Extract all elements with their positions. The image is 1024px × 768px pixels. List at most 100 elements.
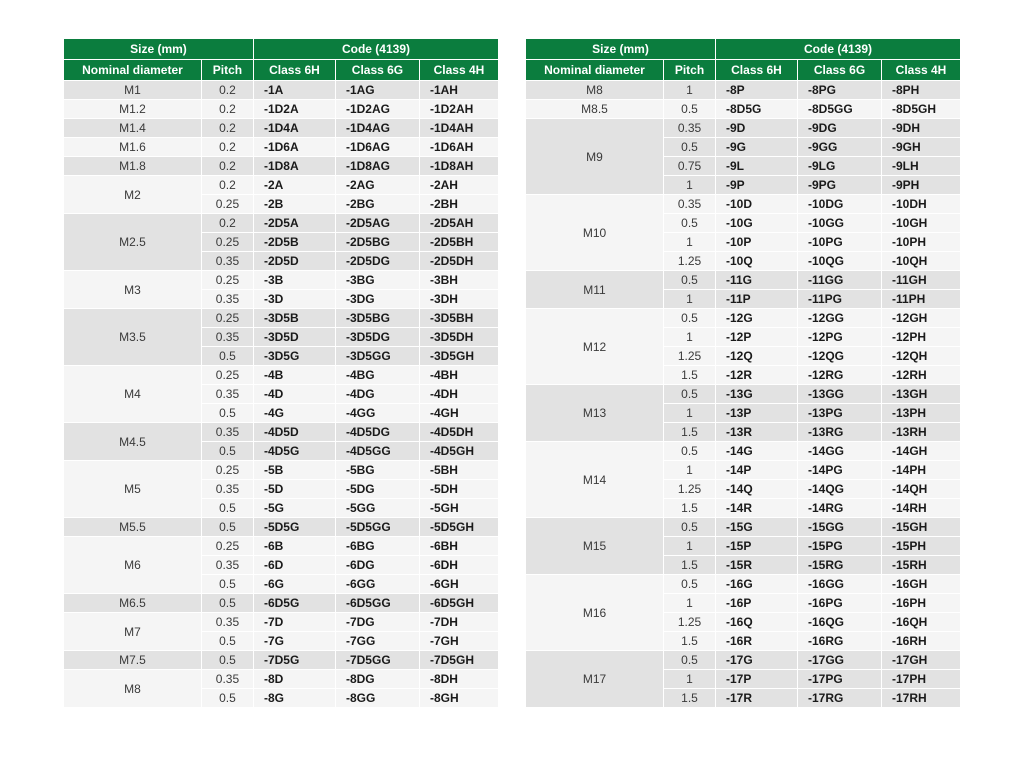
pitch-cell: 1 [663, 593, 716, 613]
table-row: M13 0.5 -13G -13GG -13GH [525, 384, 962, 442]
code-6g-cell: -16RG [797, 631, 882, 651]
pitch-cell: 0.35 [200, 251, 254, 271]
pitch-cell: 0.35 [200, 327, 254, 347]
code-6g-cell: -13RG [797, 422, 882, 442]
pitch-cell: 1.5 [663, 365, 716, 385]
code-6h-cell: -15R [715, 555, 798, 575]
code-6h-cell: -17R [715, 688, 798, 708]
code-6g-cell: -2AG [334, 175, 420, 195]
code-6g-cell: -16PG [797, 593, 882, 613]
code-6g-cell: -6DG [334, 555, 420, 575]
pitch-cell: 1 [663, 327, 716, 347]
size-group-header: Size (mm) [62, 38, 254, 60]
table-row: M14 0.5 -14G -14GG -14GH [525, 441, 962, 518]
code-4h-cell: -13GH [880, 384, 962, 404]
code-4h-cell: -12QH [880, 346, 962, 366]
code-4h-cell: -16GH [880, 574, 962, 594]
code-6g-cell: -12PG [797, 327, 882, 347]
code-6g-cell: -6BG [334, 536, 420, 556]
pitch-cell: 0.5 [663, 308, 716, 328]
code-4h-cell: -15RH [880, 555, 962, 575]
pitch-cell: 1.25 [663, 612, 716, 632]
code-6h-cell: -9P [715, 175, 798, 195]
code-4h-cell: -2D5BH [418, 232, 500, 252]
code-6g-cell: -17GG [797, 650, 882, 670]
nominal-diameter-cell: M12 [525, 308, 664, 385]
table-row: 0.35 -5D -5DG -5DH [63, 479, 500, 499]
column-header-class-4h: Class 4H [880, 59, 962, 81]
code-4h-cell: -17GH [880, 650, 962, 670]
code-6h-cell: -1A [252, 80, 336, 100]
nominal-diameter-cell: M10 [525, 194, 664, 271]
code-4h-cell: -4D5DH [418, 422, 500, 442]
code-6g-cell: -10DG [797, 194, 882, 214]
code-6g-cell: -8D5GG [797, 99, 882, 119]
table-row: M1 0.2 -1A -1AG -1AH [62, 80, 500, 100]
code-4h-cell: -6BH [418, 536, 500, 556]
table-row: 1 -15P -15PG -15PH [526, 536, 962, 556]
column-header-pitch: Pitch [663, 59, 716, 81]
pitch-cell: 1 [663, 175, 716, 195]
table-row: M7.5 0.5 -7D5G -7D5GG -7D5GH [62, 650, 500, 670]
code-4h-cell: -1D8AH [418, 156, 500, 176]
table-body: M1 0.2 -1A -1AG -1AH M1.2 0.2 -1D2A -1D2AG -1D2AH… [62, 80, 500, 708]
code-6h-cell: -6D5G [252, 593, 336, 613]
code-4h-cell: -10PH [880, 232, 962, 252]
table-row: 1.5 -17R -17RG -17RH [526, 688, 962, 708]
code-4h-cell: -12RH [880, 365, 962, 385]
table-row: M9 0.35 -9D -9DG -9DH [525, 118, 962, 195]
code-4h-cell: -8DH [418, 669, 500, 689]
code-6g-cell: -10PG [797, 232, 882, 252]
nominal-diameter-cell: M3 [62, 270, 202, 309]
code-6g-cell: -7D5GG [334, 650, 420, 670]
code-4h-cell: -4GH [418, 403, 500, 423]
code-4h-cell: -3D5GH [418, 346, 500, 366]
table-row: 0.5 -8G -8GG -8GH [63, 688, 500, 708]
code-4h-cell: -17RH [880, 688, 962, 708]
code-6h-cell: -3D5B [252, 308, 336, 328]
table-row: 1 -9P -9PG -9PH [526, 175, 962, 195]
code-6g-cell: -4BG [334, 365, 420, 385]
code-6h-cell: -2D5A [252, 213, 336, 233]
pitch-cell: 0.5 [663, 517, 716, 537]
code-6g-cell: -2D5AG [334, 213, 420, 233]
table-row: 0.25 -2B -2BG -2BH [63, 194, 500, 214]
code-4h-cell: -15PH [880, 536, 962, 556]
pitch-cell: 0.25 [200, 365, 254, 385]
code-6g-cell: -12RG [797, 365, 882, 385]
code-6g-cell: -12QG [797, 346, 882, 366]
nominal-diameter-cell: M1.2 [62, 99, 202, 119]
table-row: 1.5 -16R -16RG -16RH [526, 631, 962, 651]
table-row: M11 0.5 -11G -11GG -11GH [525, 270, 962, 309]
code-6h-cell: -9L [715, 156, 798, 176]
table-row: M6.5 0.5 -6D5G -6D5GG -6D5GH [62, 593, 500, 613]
nominal-diameter-cell: M14 [525, 441, 664, 518]
code-6g-cell: -7DG [334, 612, 420, 632]
nominal-diameter-cell: M11 [525, 270, 664, 309]
pitch-cell: 1.5 [663, 422, 716, 442]
code-6h-cell: -9D [715, 118, 798, 138]
code-4h-cell: -3DH [418, 289, 500, 309]
code-6h-cell: -10P [715, 232, 798, 252]
code-4h-cell: -2BH [418, 194, 500, 214]
header-columns-row: Nominal diameter Pitch Class 6H Class 6G… [525, 59, 962, 81]
code-6g-cell: -16QG [797, 612, 882, 632]
pitch-cell: 0.35 [200, 479, 254, 499]
code-6g-cell: -14RG [797, 498, 882, 518]
code-6g-cell: -11GG [797, 270, 882, 290]
code-6g-cell: -6GG [334, 574, 420, 594]
table-row: 0.5 -6G -6GG -6GH [63, 574, 500, 594]
table-row: M17 0.5 -17G -17GG -17GH [525, 650, 962, 708]
pitch-cell: 0.75 [663, 156, 716, 176]
code-6h-cell: -13G [715, 384, 798, 404]
code-6g-cell: -15RG [797, 555, 882, 575]
nominal-diameter-cell: M3.5 [62, 308, 202, 366]
column-header-nominal-diameter: Nominal diameter [525, 59, 664, 81]
code-6g-cell: -3D5BG [334, 308, 420, 328]
code-6g-cell: -3D5GG [334, 346, 420, 366]
pitch-cell: 1 [663, 536, 716, 556]
pitch-cell: 1 [663, 460, 716, 480]
column-header-class-6h: Class 6H [252, 59, 336, 81]
code-6h-cell: -16G [715, 574, 798, 594]
code-6g-cell: -10GG [797, 213, 882, 233]
